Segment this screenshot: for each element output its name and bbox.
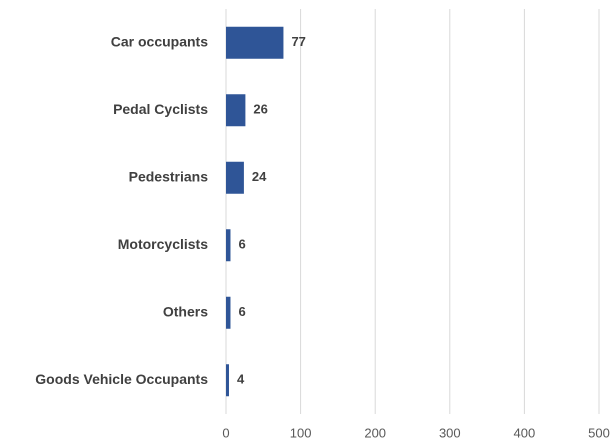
value-label: 24 xyxy=(252,169,267,184)
y-tick-label: Others xyxy=(163,303,208,319)
bar xyxy=(226,94,246,127)
value-label: 77 xyxy=(291,34,305,49)
bar xyxy=(226,229,231,262)
x-tick-label: 100 xyxy=(290,425,312,440)
bar xyxy=(226,364,229,397)
y-tick-label: Motorcyclists xyxy=(118,236,208,252)
x-tick-label: 200 xyxy=(364,425,386,440)
x-tick-label: 0 xyxy=(222,425,229,440)
x-tick-label: 400 xyxy=(514,425,536,440)
value-label: 6 xyxy=(238,304,245,319)
y-tick-label: Pedestrians xyxy=(129,168,209,184)
bar xyxy=(226,26,284,59)
value-label: 26 xyxy=(253,102,267,117)
bar xyxy=(226,161,244,194)
y-tick-label: Pedal Cyclists xyxy=(113,101,208,117)
x-tick-label: 500 xyxy=(588,425,610,440)
y-tick-label: Goods Vehicle Occupants xyxy=(35,371,208,387)
value-label: 6 xyxy=(238,237,245,252)
y-tick-label: Car occupants xyxy=(111,33,208,49)
bar xyxy=(226,296,231,329)
x-tick-label: 300 xyxy=(439,425,461,440)
value-label: 4 xyxy=(237,372,245,387)
